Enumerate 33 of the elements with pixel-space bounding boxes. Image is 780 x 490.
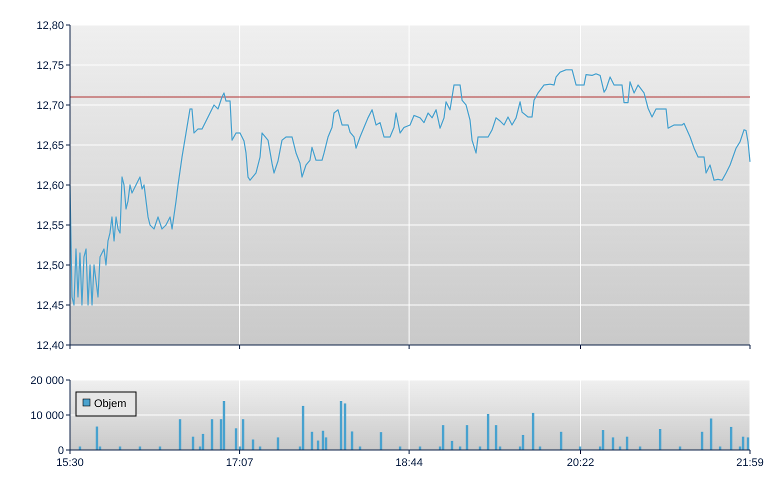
- bar: [486, 414, 490, 450]
- y-tick-label: 0: [58, 444, 64, 457]
- bar: [560, 432, 562, 450]
- bar: [316, 440, 320, 450]
- x-tick-label: 20:22: [566, 457, 594, 469]
- bar: [626, 436, 628, 450]
- bar: [710, 418, 712, 450]
- bar: [442, 425, 444, 450]
- bar: [658, 429, 662, 450]
- y-tick-label: 20 000: [30, 374, 64, 387]
- y-tick-label: 12,55: [36, 220, 64, 232]
- line-series: [69, 69, 751, 306]
- x-tick-label: 18:44: [395, 457, 423, 469]
- x-tick-label: 15:30: [56, 457, 84, 469]
- y-tick-label: 12,45: [36, 300, 64, 312]
- bar: [494, 425, 498, 450]
- y-tick-label: 12,75: [36, 60, 64, 72]
- y-tick-label: 12,40: [36, 340, 64, 352]
- y-tick-label: 12,80: [36, 20, 64, 32]
- bar: [700, 432, 704, 450]
- bar: [242, 419, 244, 450]
- y-tick-label: 12,60: [36, 180, 64, 192]
- y-tick-label: 12,70: [36, 100, 64, 112]
- x-tick-label: 17:07: [226, 457, 254, 469]
- bar: [302, 406, 304, 450]
- bar: [742, 436, 744, 450]
- y-tick-label: 12,50: [36, 260, 64, 272]
- x-tick-label: 21:59: [736, 457, 764, 469]
- bar: [730, 426, 732, 450]
- y-tick-label: 10 000: [30, 410, 64, 422]
- legend-label: Objem: [94, 398, 126, 410]
- y-tick-label: 12,65: [36, 140, 64, 152]
- bar: [532, 412, 534, 450]
